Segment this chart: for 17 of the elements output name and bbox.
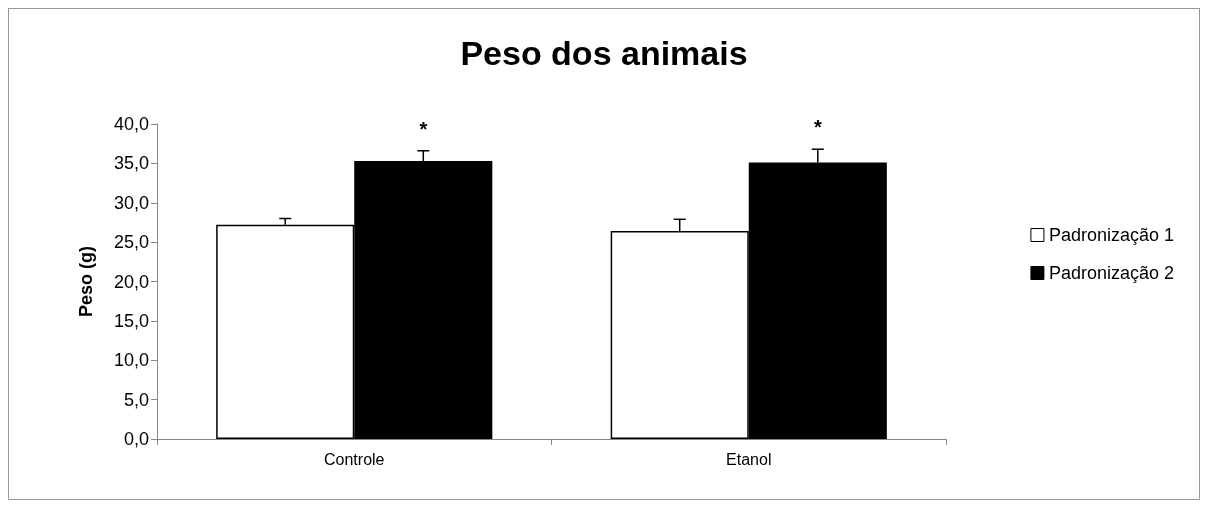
x-tick-label: Etanol [726, 450, 772, 468]
y-tick-label: 0,0 [123, 429, 149, 449]
y-tick-label: 20,0 [113, 271, 149, 292]
legend-label: Padronização 2 [1048, 263, 1175, 283]
annotation: * [419, 117, 428, 140]
y-tick-label: 35,0 [113, 153, 149, 174]
y-tick-label: 5,0 [123, 389, 149, 410]
y-tick-label: 15,0 [113, 310, 149, 331]
y-tick-label: 25,0 [113, 232, 149, 253]
annotation: * [813, 116, 822, 139]
x-tick-label: Controle [324, 450, 385, 468]
y-tick-label: 10,0 [113, 350, 149, 371]
legend-label: Padronização 1 [1048, 225, 1175, 245]
y-tick-label: 30,0 [113, 192, 149, 213]
y-axis-title: Peso (g) [76, 245, 96, 318]
chart-title: Peso dos animais [460, 34, 748, 72]
y-tick-label: 40,0 [113, 114, 149, 134]
